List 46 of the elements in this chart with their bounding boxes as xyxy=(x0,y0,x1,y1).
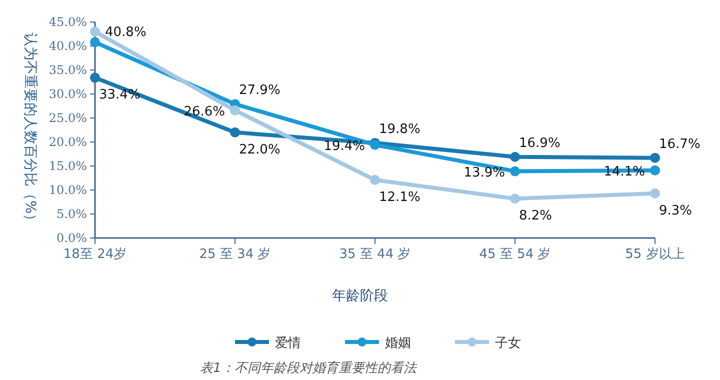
x-tick-label: 25 至 34 岁 xyxy=(199,247,271,262)
point xyxy=(650,188,660,198)
data-label: 16.7% xyxy=(659,136,700,152)
data-label: 13.9% xyxy=(464,165,505,180)
data-label: 19.4% xyxy=(324,138,365,154)
y-tick-label: 20.0% xyxy=(48,135,87,149)
point xyxy=(90,26,100,37)
data-label: 40.8% xyxy=(105,25,146,40)
data-label: 33.4% xyxy=(99,88,140,103)
y-tick-label: 15.0% xyxy=(48,159,87,173)
data-label: 19.8% xyxy=(379,122,420,137)
y-tick-label: 25.0% xyxy=(48,111,87,125)
x-axis-title: 年龄阶段 xyxy=(332,288,388,304)
point xyxy=(370,174,380,185)
text: 表1：不同年龄段对婚育重要性的看法 xyxy=(200,360,418,376)
legend-label: 子女 xyxy=(495,336,521,351)
data-label: 27.9% xyxy=(239,83,280,98)
point xyxy=(230,105,240,116)
data-label: 26.6% xyxy=(184,104,225,120)
y-tick-label: 30.0% xyxy=(48,87,87,101)
y-axis-title: 认为不重要的人数百分比（%） xyxy=(22,32,38,228)
x-tick-label: 45 至 54 岁 xyxy=(479,247,551,262)
data-label: 22.0% xyxy=(239,142,280,158)
legend-label: 婚姻 xyxy=(385,336,411,351)
point xyxy=(510,194,520,204)
y-tick-label: 40.0% xyxy=(48,39,87,53)
y-tick-label: 10.0% xyxy=(48,183,87,197)
point xyxy=(510,166,520,176)
point xyxy=(90,37,100,48)
data-label: 8.2% xyxy=(519,208,552,224)
y-tick-label: 45.0% xyxy=(48,15,87,29)
x-tick-label: 35 至 44 岁 xyxy=(339,247,411,262)
y-tick-label: 5.0% xyxy=(56,207,87,221)
point xyxy=(230,127,240,138)
point xyxy=(510,152,520,162)
legend-label: 爱情 xyxy=(275,336,301,351)
point xyxy=(650,152,660,163)
point xyxy=(650,165,660,176)
data-label: 16.9% xyxy=(519,136,560,151)
y-tick-label: 0.0% xyxy=(56,231,87,245)
x-tick-label: 18至 24岁 xyxy=(63,247,127,262)
x-tick-label: 55 岁以上 xyxy=(625,247,685,262)
data-label: 12.1% xyxy=(379,190,420,205)
point xyxy=(90,72,100,83)
data-label: 9.3% xyxy=(659,203,692,218)
y-tick-label: 35.0% xyxy=(48,63,87,77)
